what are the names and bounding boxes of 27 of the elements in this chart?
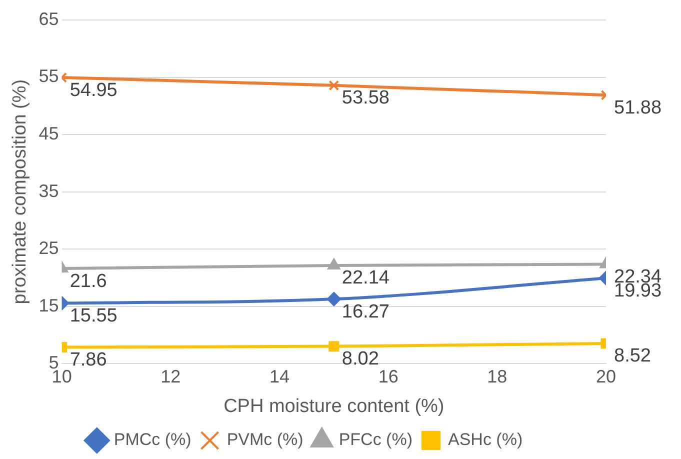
data-label: 7.86 [70, 349, 107, 370]
y-tick-label: 15 [38, 295, 59, 316]
y-tick-label: 45 [38, 124, 59, 144]
y-axis-title: proximate composition (%) [10, 79, 31, 304]
data-label: 16.27 [342, 301, 390, 322]
x-tick-label: 14 [269, 366, 290, 386]
x-tick-label: 20 [596, 366, 616, 386]
data-label: 22.14 [342, 268, 390, 289]
y-tick-label: 65 [38, 8, 59, 29]
y-tick-label: 55 [38, 66, 59, 86]
x-tick-label: 12 [160, 366, 181, 386]
legend-label: ASHc (%) [448, 430, 523, 450]
legend-label: PFCc (%) [338, 430, 412, 450]
data-label: 8.52 [614, 346, 651, 367]
x-tick-label: 16 [378, 366, 398, 386]
data-label: 54.95 [70, 80, 118, 101]
legend-label: PMCc (%) [114, 430, 192, 450]
data-label: 15.55 [70, 305, 118, 326]
data-label: 51.88 [614, 97, 662, 118]
x-tick-label: 18 [487, 366, 508, 386]
y-tick-label: 25 [38, 238, 59, 258]
x-axis-title: CPH moisture content (%) [224, 396, 444, 417]
legend-label: PVMc (%) [226, 430, 304, 450]
data-label: 8.02 [342, 348, 379, 370]
data-label: 21.6 [70, 270, 107, 292]
data-label: 53.58 [342, 88, 390, 109]
y-tick-label: 35 [38, 180, 59, 201]
